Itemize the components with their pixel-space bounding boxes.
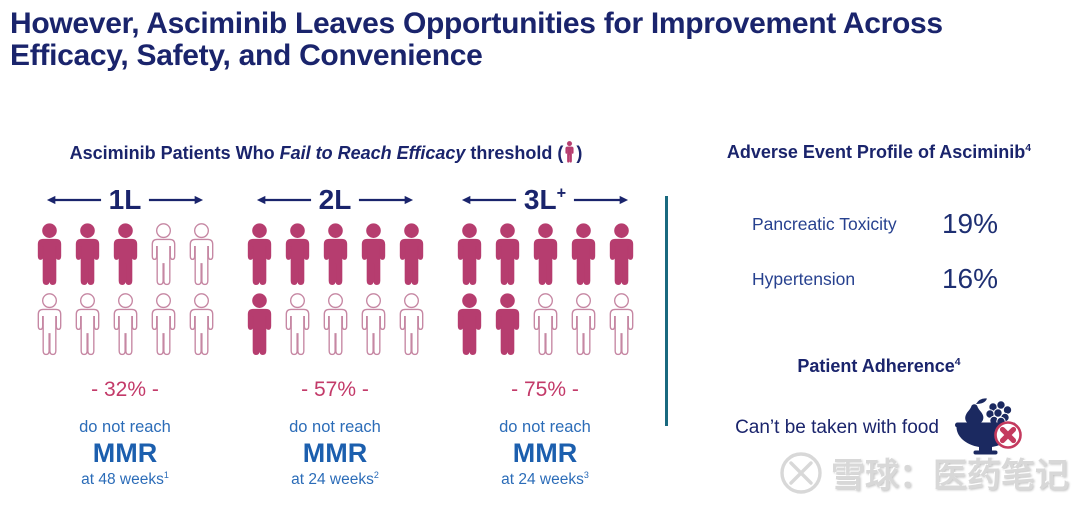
slide-title-line2: Efficacy, Safety, and Convenience bbox=[10, 38, 483, 72]
slide-title-line1: However, Asciminib Leaves Opportunities … bbox=[10, 7, 943, 40]
adverse-event-heading-footnote: 4 bbox=[1025, 143, 1032, 154]
person-icon-filled bbox=[533, 223, 557, 285]
heading-suffix: threshold ( bbox=[465, 143, 564, 163]
patient-adherence-heading: Patient Adherence4 bbox=[678, 356, 1080, 377]
patient-group-3l: 3L+ - 75% - do not reach MMR at 24 weeks3 bbox=[446, 183, 644, 489]
vertical-divider bbox=[665, 196, 668, 426]
food-restriction-text: Can’t be taken with food bbox=[735, 417, 939, 438]
arrow-right-icon bbox=[149, 195, 204, 205]
adverse-event-label: Hypertension bbox=[752, 268, 856, 289]
person-icon-filled bbox=[457, 223, 481, 285]
person-icon-filled bbox=[457, 293, 481, 355]
person-icon bbox=[565, 141, 574, 163]
arrow-right-icon bbox=[359, 195, 414, 205]
person-icon-filled bbox=[113, 223, 137, 285]
weeks-label: at 24 weeks2 bbox=[291, 469, 379, 488]
group-label-text: 3L+ bbox=[523, 184, 567, 215]
person-row bbox=[240, 293, 430, 356]
person-icon-empty bbox=[151, 293, 175, 356]
mmr-label: MMR bbox=[92, 438, 158, 468]
person-row bbox=[30, 223, 220, 286]
arrow-left-icon bbox=[256, 195, 311, 205]
do-not-reach-label: do not reach bbox=[289, 418, 381, 436]
person-icon-empty bbox=[189, 223, 213, 286]
person-icon-filled bbox=[323, 223, 347, 285]
arrow-left-icon bbox=[46, 195, 101, 205]
person-row bbox=[30, 293, 220, 356]
group-label-text: 2L bbox=[318, 184, 352, 215]
adverse-event-value: 16% bbox=[941, 263, 998, 294]
person-icon-filled bbox=[495, 223, 519, 285]
line-of-therapy-label: 1L bbox=[26, 183, 224, 217]
adverse-event-label: Pancreatic Toxicity bbox=[752, 213, 897, 234]
person-icon-empty bbox=[189, 293, 213, 356]
person-icon-filled bbox=[247, 293, 271, 355]
slide-title: However, Asciminib Leaves Opportunities … bbox=[10, 8, 1074, 71]
patient-group-1l: 1L - 32% - do not reach MMR at 48 weeks1 bbox=[26, 183, 224, 489]
person-icon-filled bbox=[399, 223, 423, 285]
adverse-event-value: 19% bbox=[941, 208, 998, 239]
line-of-therapy-label: 2L bbox=[236, 183, 434, 217]
person-icon-empty bbox=[323, 293, 347, 356]
person-row bbox=[240, 223, 430, 286]
weeks-label: at 48 weeks1 bbox=[81, 469, 169, 488]
arrow-left-icon bbox=[461, 195, 516, 205]
person-icon-filled bbox=[247, 223, 271, 285]
person-icon-empty bbox=[285, 293, 309, 356]
patient-adherence-text: Patient Adherence bbox=[797, 356, 955, 376]
person-icon-filled bbox=[285, 223, 309, 285]
adverse-event-heading-text: Adverse Event Profile of Asciminib bbox=[726, 142, 1026, 162]
heading-italic: Fail to Reach Efficacy bbox=[279, 143, 466, 163]
person-icon-empty bbox=[75, 293, 99, 356]
person-icon-empty bbox=[571, 293, 595, 356]
patient-groups: 1L - 32% - do not reach MMR at 48 weeks1 2L - … bbox=[26, 183, 644, 489]
person-icon-empty bbox=[361, 293, 385, 356]
adverse-event-row: Pancreatic Toxicity 19% bbox=[752, 206, 998, 242]
person-icon-filled bbox=[37, 223, 61, 285]
person-icon-filled bbox=[571, 223, 595, 285]
person-icon-empty bbox=[37, 293, 61, 356]
line-of-therapy-label: 3L+ bbox=[446, 183, 644, 217]
xueqiu-logo-icon bbox=[780, 451, 822, 494]
patient-group-2l: 2L - 57% - do not reach MMR at 24 weeks2 bbox=[236, 183, 434, 489]
person-icon-empty bbox=[399, 293, 423, 356]
watermark-text: 雪球：医药笔记 bbox=[831, 457, 1069, 495]
percent-label: - 75% - bbox=[511, 378, 579, 401]
person-row bbox=[450, 293, 640, 356]
weeks-label: at 24 weeks3 bbox=[501, 469, 589, 488]
percent-label: - 57% - bbox=[301, 378, 369, 401]
efficacy-panel-heading: Asciminib Patients Who Fail to Reach Eff… bbox=[20, 141, 632, 164]
adverse-event-heading: Adverse Event Profile of Asciminib4 bbox=[678, 142, 1080, 163]
person-icon-filled bbox=[75, 223, 99, 285]
heading-close: ) bbox=[576, 143, 583, 163]
person-icon-filled bbox=[495, 293, 519, 355]
person-icon-filled bbox=[609, 223, 633, 285]
person-icon-empty bbox=[609, 293, 633, 356]
person-icon-empty bbox=[113, 293, 137, 356]
mmr-label: MMR bbox=[302, 438, 368, 468]
adverse-event-list: Pancreatic Toxicity 19% Hypertension 16% bbox=[752, 206, 998, 316]
person-row bbox=[450, 223, 640, 286]
person-icon-empty bbox=[151, 223, 175, 286]
percent-label: - 32% - bbox=[91, 378, 159, 401]
do-not-reach-label: do not reach bbox=[499, 418, 591, 436]
watermark: 雪球：医药笔记 bbox=[778, 448, 1069, 497]
person-icon-filled bbox=[361, 223, 385, 285]
no-food-bowl-icon bbox=[954, 398, 1022, 455]
heading-prefix: Asciminib Patients Who bbox=[69, 143, 280, 163]
mmr-label: MMR bbox=[512, 438, 578, 468]
group-label-text: 1L bbox=[108, 184, 142, 215]
patient-adherence-footnote: 4 bbox=[954, 357, 961, 368]
person-icon-empty bbox=[533, 293, 557, 356]
arrow-right-icon bbox=[574, 195, 629, 205]
do-not-reach-label: do not reach bbox=[79, 418, 171, 436]
adverse-event-row: Hypertension 16% bbox=[752, 261, 998, 297]
food-restriction-row: Can’t be taken with food bbox=[678, 394, 1080, 462]
